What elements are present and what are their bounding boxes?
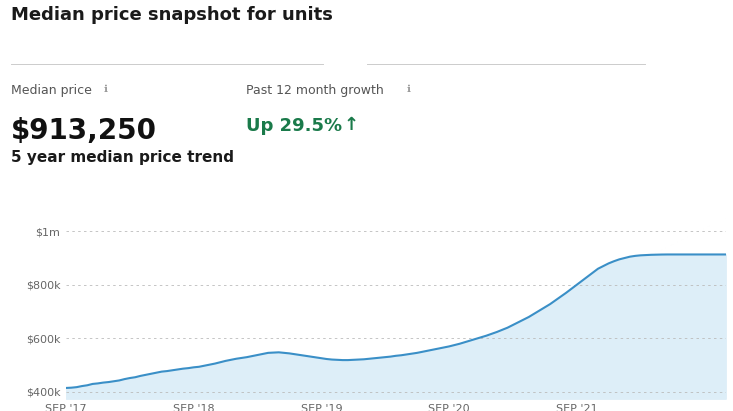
Text: ℹ: ℹ xyxy=(407,84,410,94)
Text: ℹ: ℹ xyxy=(104,84,108,94)
Text: ↑: ↑ xyxy=(343,116,358,134)
Text: $913,250: $913,250 xyxy=(11,117,157,145)
Text: Median price: Median price xyxy=(11,84,92,97)
Text: Past 12 month growth: Past 12 month growth xyxy=(246,84,383,97)
Text: 5 year median price trend: 5 year median price trend xyxy=(11,150,234,165)
Text: Up 29.5%: Up 29.5% xyxy=(246,117,342,135)
Text: Median price snapshot for units: Median price snapshot for units xyxy=(11,6,333,24)
